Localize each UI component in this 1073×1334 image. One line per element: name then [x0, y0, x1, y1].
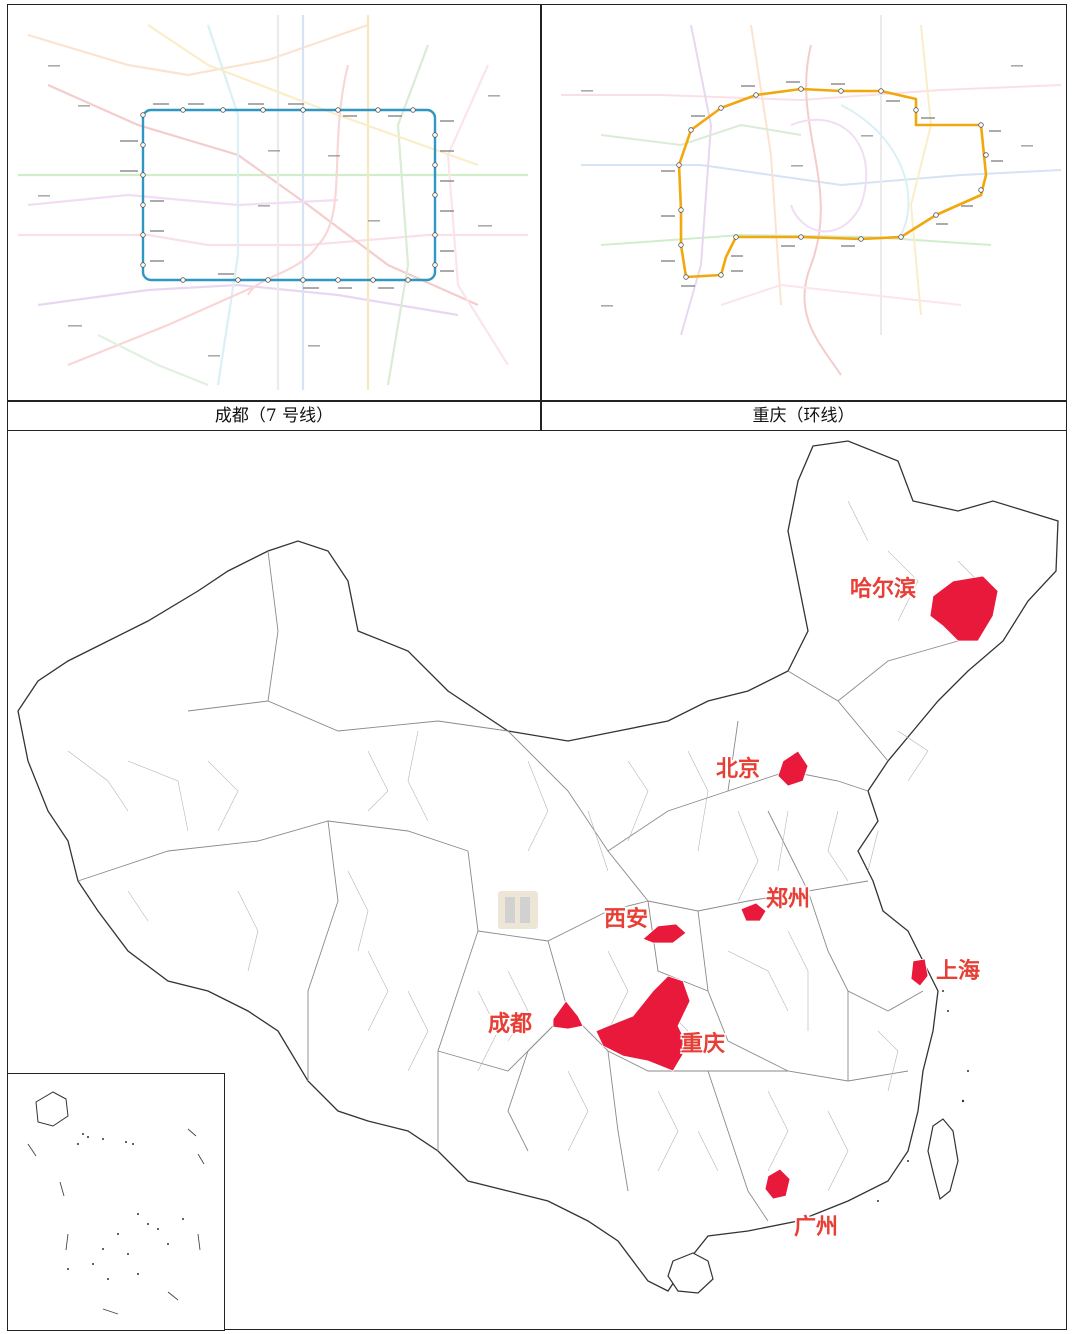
guangzhou-region	[764, 1168, 791, 1200]
caption-chongqing: 重庆（环线）	[752, 406, 855, 426]
label-chongqing: 重庆	[681, 1032, 726, 1057]
caption-chengdu: 成都（7 号线）	[214, 406, 334, 426]
south-china-sea-inset	[7, 1073, 225, 1331]
taiwan-outline	[927, 1118, 959, 1201]
beijing-region	[777, 750, 809, 787]
inset-svg	[27, 1091, 205, 1315]
chengdu-metro-svg	[18, 15, 528, 390]
island-dots	[877, 990, 969, 1202]
label-harbin: 哈尔滨	[850, 577, 917, 602]
label-chengdu: 成都	[488, 1012, 533, 1037]
chengdu-region	[552, 1000, 584, 1030]
china-map-frame: 哈尔滨 北京 郑州 西安 上海 成都 重庆 广州	[7, 430, 1067, 1330]
watermark-icon	[498, 891, 538, 929]
zhengzhou-region	[740, 902, 767, 922]
chengdu-metro-map	[8, 5, 540, 400]
metro-comparison-table: 成都（7 号线） 重庆（环线）	[7, 4, 1067, 431]
shanghai-region	[910, 958, 929, 987]
hainan-outline	[667, 1252, 714, 1294]
province-borders	[77, 550, 959, 1222]
table-divider-vertical	[540, 5, 542, 430]
highlighted-regions	[552, 575, 999, 1200]
chongqing-region	[595, 975, 691, 1072]
xian-region	[642, 923, 687, 944]
harbin-region	[929, 575, 999, 642]
table-divider-horizontal	[8, 400, 1066, 402]
chongqing-metro-map	[541, 5, 1066, 400]
label-shanghai: 上海	[936, 959, 981, 984]
china-map-svg	[17, 440, 1059, 1294]
label-beijing: 北京	[716, 757, 761, 782]
china-outline	[17, 440, 1059, 1292]
label-xian: 西安	[604, 907, 649, 932]
label-guangzhou: 广州	[794, 1215, 839, 1240]
chongqing-metro-svg	[561, 15, 1062, 376]
label-zhengzhou: 郑州	[766, 887, 811, 912]
